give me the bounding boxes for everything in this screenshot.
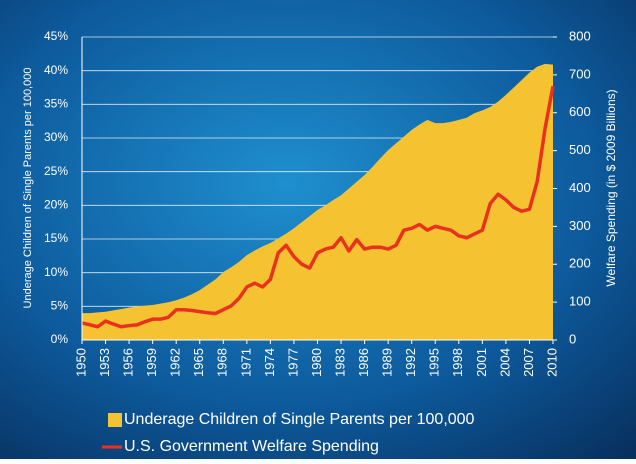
y2-tick-label: 400 (569, 180, 591, 195)
x-tick-label: 2007 (521, 348, 536, 377)
y2-axis-label: Welfare Spending (in $ 2009 Billions) (604, 89, 618, 286)
x-tick-label: 1956 (121, 348, 136, 377)
x-tick-label: 2010 (544, 348, 559, 377)
x-tick-label: 1968 (215, 348, 230, 377)
legend-label: Underage Children of Single Parents per … (124, 411, 475, 428)
x-tick-label: 1962 (168, 348, 183, 377)
x-tick-label: 1986 (356, 348, 371, 377)
x-tick-label: 2001 (474, 348, 489, 377)
y2-tick-label: 100 (569, 294, 591, 309)
x-tick-label: 1995 (427, 348, 442, 377)
legend-swatch (108, 413, 122, 427)
y-tick-label: 5% (51, 299, 69, 313)
y2-tick-label: 700 (569, 66, 591, 81)
y-tick-label: 0% (51, 332, 69, 346)
line (81, 85, 555, 329)
y2-tick-label: 800 (569, 28, 591, 43)
y-tick-label: 35% (44, 97, 68, 111)
x-tick-label: 1953 (97, 348, 112, 377)
y-tick-label: 15% (44, 231, 68, 245)
x-tick-label: 1959 (144, 348, 159, 377)
area (82, 63, 553, 340)
x-tick-label: 1971 (238, 348, 253, 377)
y-tick-label: 25% (44, 164, 68, 178)
y2-tick-label: 300 (569, 218, 591, 233)
x-tick-label: 1965 (191, 348, 206, 377)
x-tick-label: 1989 (380, 348, 395, 377)
legend-label: U.S. Government Welfare Spending (124, 438, 379, 455)
x-tick-label: 1983 (332, 348, 347, 377)
x-tick-label: 1950 (73, 348, 88, 377)
y-tick-label: 45% (44, 29, 68, 43)
x-tick-label: 1974 (262, 348, 277, 377)
y-tick-label: 10% (44, 265, 68, 279)
y2-tick-label: 500 (569, 142, 591, 157)
x-tick-label: 1992 (403, 348, 418, 377)
y2-tick-label: 0 (569, 331, 576, 346)
x-tick-label: 1980 (309, 348, 324, 377)
y-tick-label: 40% (44, 63, 68, 77)
x-tick-label: 1998 (450, 348, 465, 377)
y2-tick-label: 600 (569, 104, 591, 119)
y-tick-label: 30% (44, 130, 68, 144)
y-axis-label: Underage Children of Single Parents per … (22, 68, 34, 309)
x-tick-label: 2004 (497, 348, 512, 377)
x-tick-label: 1977 (285, 348, 300, 377)
y2-tick-label: 200 (569, 256, 591, 271)
y-tick-label: 20% (44, 198, 68, 212)
